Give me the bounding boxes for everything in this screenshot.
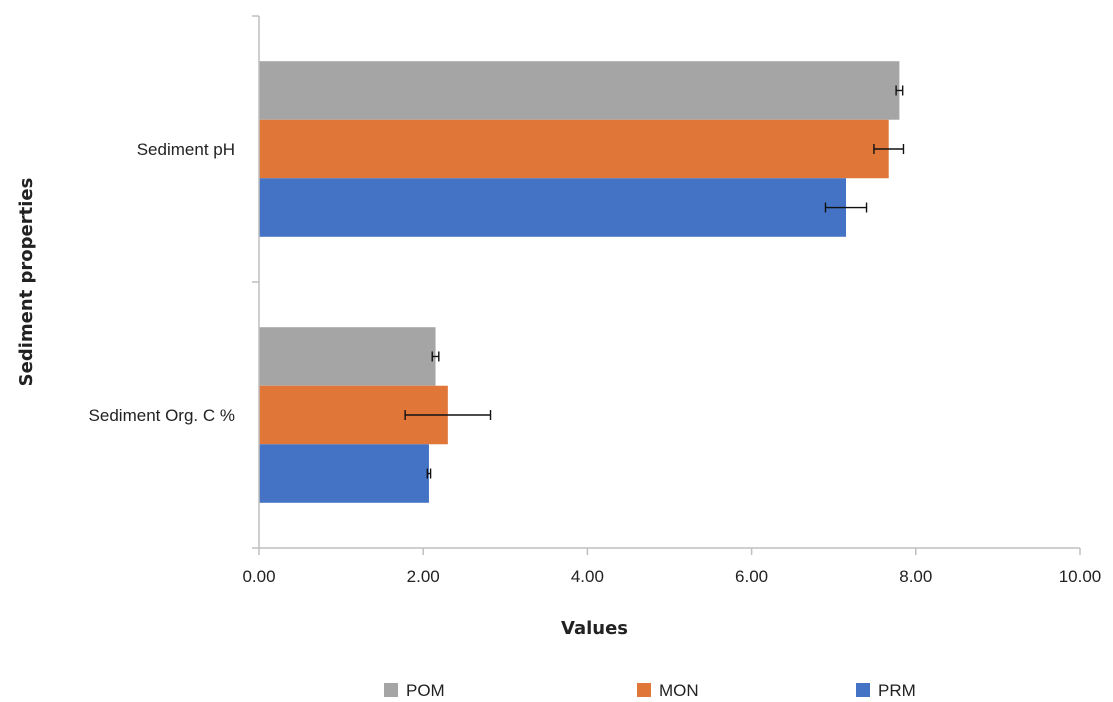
category-label: Sediment Org. C % [89, 406, 235, 425]
category-labels-group: Sediment pH Sediment Org. C % [89, 140, 235, 425]
legend-label-mon: MON [659, 681, 699, 700]
legend-swatch-pom [384, 683, 398, 697]
x-tick-label: 4.00 [571, 567, 604, 586]
x-tick-label: 8.00 [899, 567, 932, 586]
bar-pom [259, 61, 900, 120]
legend: POM MON PRM [384, 681, 916, 700]
x-tick-label: 10.00 [1059, 567, 1102, 586]
bar-prm [259, 444, 429, 503]
x-ticks-group: 0.00 2.00 4.00 6.00 8.00 10.00 [242, 548, 1101, 586]
legend-label-pom: POM [406, 681, 445, 700]
bars-group [259, 61, 900, 503]
category-label: Sediment pH [137, 140, 235, 159]
bar-pom [259, 327, 436, 386]
legend-swatch-mon [637, 683, 651, 697]
x-tick-label: 0.00 [242, 567, 275, 586]
x-axis-title: Values [561, 618, 628, 639]
legend-label-prm: PRM [878, 681, 916, 700]
x-tick-label: 2.00 [407, 567, 440, 586]
legend-swatch-prm [856, 683, 870, 697]
y-axis-title: Sediment properties [16, 178, 37, 387]
bar-mon [259, 119, 889, 179]
error-bars-group [404, 85, 905, 479]
axes-group [252, 15, 1080, 549]
x-tick-label: 6.00 [735, 567, 768, 586]
bar-prm [259, 178, 847, 237]
